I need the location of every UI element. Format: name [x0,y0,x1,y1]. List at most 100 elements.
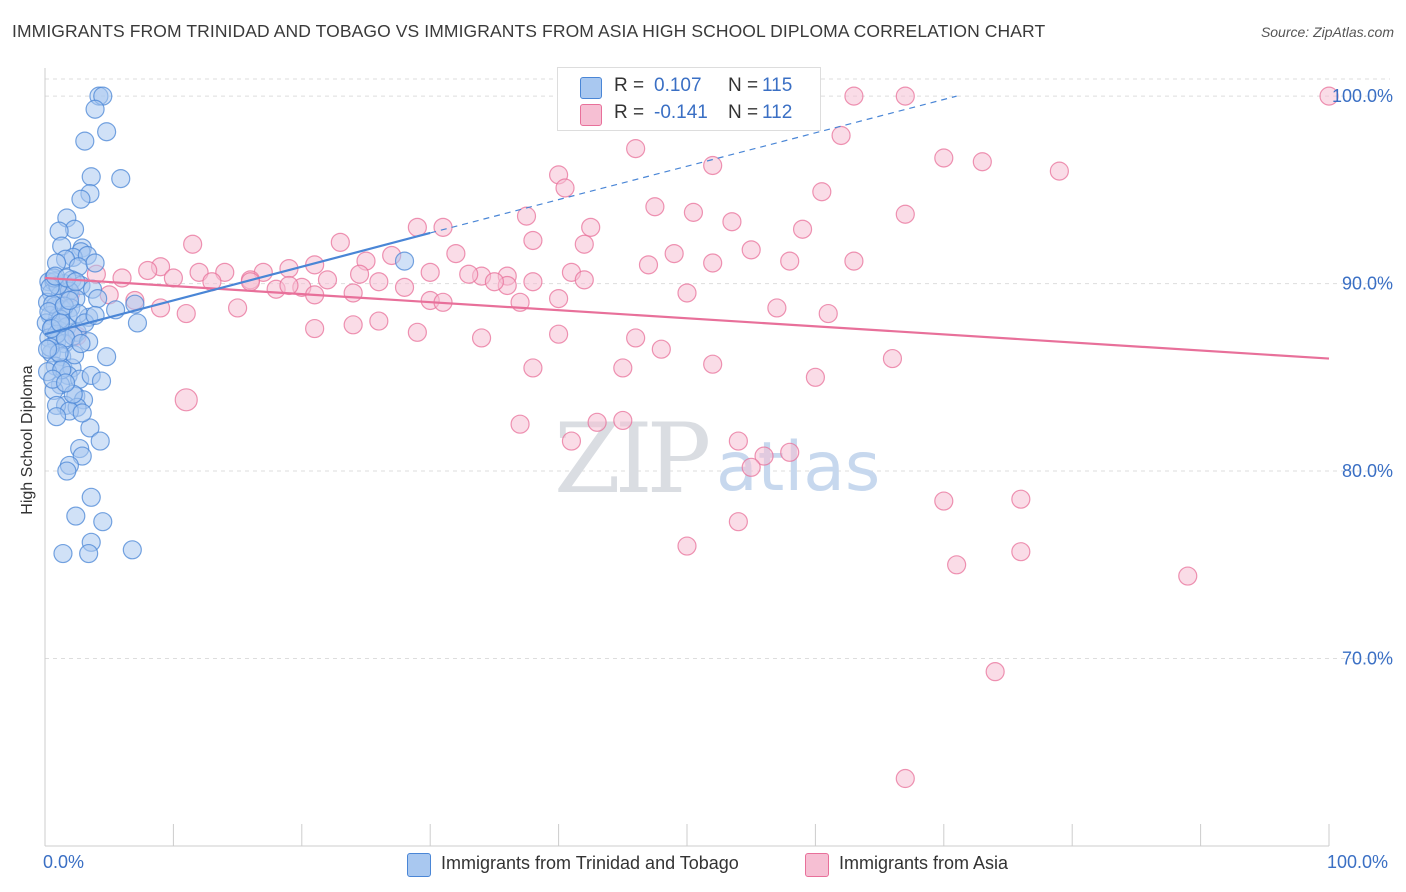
asia-point [677,283,697,303]
asia-point [1011,489,1031,509]
asia-point [561,431,582,451]
asia-point [1011,542,1031,562]
asia-point [792,219,813,239]
asia-point [555,178,575,198]
asia-point [407,322,427,342]
asia-point [677,536,697,556]
asia-point [972,152,992,172]
asia-point [651,339,671,359]
asia-point [317,270,338,290]
asia-point [728,512,748,532]
asia-point [831,125,851,146]
asia-point [330,232,350,252]
asia-point [722,212,742,232]
source-label: Source: ZipAtlas.com [1260,24,1394,40]
asia-point [523,272,543,292]
trinidad-trend-line [44,231,431,336]
trinidad-point [88,288,108,309]
asia-point [343,315,363,335]
asia-point [174,388,198,412]
chart-title: IMMIGRANTS FROM TRINIDAD AND TOBAGO VS I… [12,21,1046,41]
trinidad-point [71,333,91,354]
x-tick-min: 0.0% [43,852,85,872]
asia-point [626,328,646,348]
trinidad-point [394,251,415,271]
asia-point [741,240,761,260]
legend-blue-n-value: 115 [762,75,793,96]
asia-point [176,303,196,324]
asia-point [138,260,158,281]
x-tick-max: 100.0% [1327,852,1389,872]
asia-point [818,303,838,324]
asia-point [163,268,183,288]
asia-point [574,234,594,254]
asia-point [1178,566,1198,586]
asia-point [228,298,248,318]
y-tick-labels: 70.0% 80.0% 90.0% 100.0% [1332,86,1393,668]
asia-point [683,202,704,222]
axes [44,68,1330,847]
trinidad-point [97,122,117,142]
asia-point [548,324,569,344]
correlation-legend: R = 0.107 N = 115 R = -0.141 N = 112 [557,67,821,131]
trend-lines [44,95,1330,360]
legend-pink-r-label: R = [614,102,645,123]
asia-point [626,139,646,159]
asia-point [459,264,479,284]
trinidad-point [85,253,105,273]
asia-point [516,206,537,226]
legend-pink-n-value: 112 [762,102,793,123]
asia-point [844,86,864,106]
asia-point [523,358,543,378]
trinidad-point [85,99,105,119]
asia-point [548,288,569,309]
trinidad-point [93,512,113,532]
trinidad-point [50,313,71,333]
y-tick-label: 80.0% [1342,461,1393,481]
asia-point [664,243,684,264]
trinidad-point [79,543,99,564]
asia-point [581,217,601,237]
asia-point [645,197,665,217]
trinidad-point [72,446,92,466]
asia-point [510,414,530,434]
asia-point [934,491,954,511]
asia-point [279,275,299,296]
trinidad-point [46,407,67,427]
asia-point [183,234,203,254]
legend-swatch-trinidad [407,853,431,877]
asia-trend-line [44,276,1330,360]
asia-point [343,283,363,303]
legend-swatch-blue [580,77,602,99]
legend-label-trinidad: Immigrants from Trinidad and Tobago [441,853,739,873]
trinidad-point [72,403,92,423]
trinidad-point [75,131,95,151]
asia-point [805,367,826,387]
asia-point [780,251,800,271]
asia-point [369,311,389,331]
asia-point [934,148,954,168]
asia-point [484,272,504,292]
legend-blue-n-label: N = [728,75,759,96]
asia-point [305,318,325,339]
asia-point [433,217,453,237]
asia-point [369,272,389,292]
asia-point [215,262,235,282]
asia-point [703,253,723,273]
trinidad-point [122,540,142,560]
trinidad-point [57,461,77,481]
trinidad-point [55,373,76,393]
asia-point [767,298,787,318]
asia-point [812,182,832,202]
y-tick-label: 90.0% [1342,274,1393,294]
asia-point [613,410,633,431]
trinidad-point [111,169,131,189]
legend-blue-r-label: R = [614,75,645,96]
asia-point [947,555,967,575]
asia-point [613,358,633,378]
legend-label-asia: Immigrants from Asia [839,853,1009,873]
legend-swatch-asia [805,853,829,877]
trinidad-point [81,167,101,187]
asia-point [703,354,723,374]
